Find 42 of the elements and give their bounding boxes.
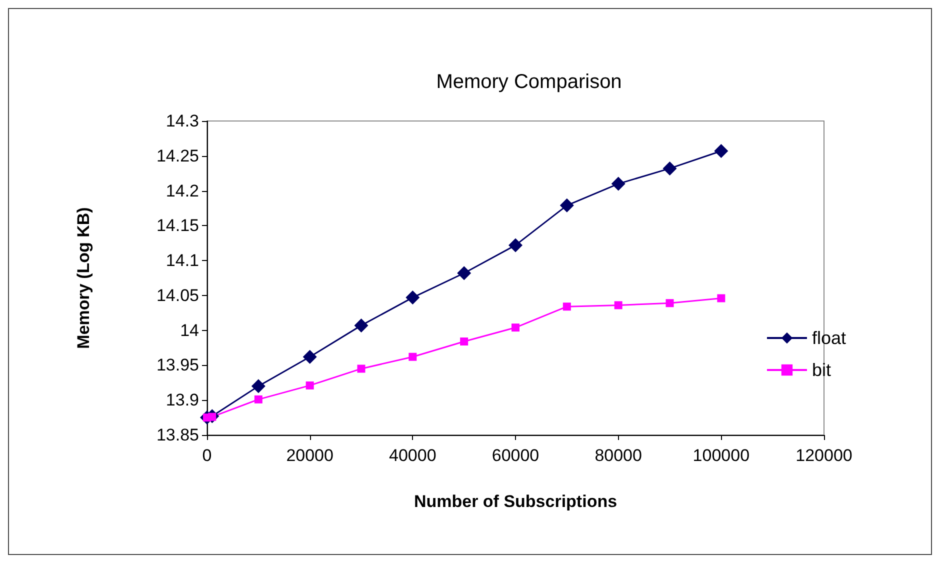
legend-label: float [812,328,846,348]
point [306,381,314,390]
y-tick-label: 14 [180,320,199,340]
point [714,144,728,158]
point [354,318,368,332]
point [460,338,468,346]
x-tick-label: 80000 [594,446,642,465]
y-tick-label: 14.25 [156,146,199,166]
y-axis-title: Memory (Log KB) [74,207,93,349]
y-tick-label: 14.3 [166,112,199,130]
point [662,161,677,176]
point [406,290,420,305]
point [357,364,366,373]
y-tick-label: 13.9 [166,390,199,410]
point [560,198,574,212]
x-tick-label: 60000 [492,446,540,465]
point [251,379,266,394]
y-tick-label: 14.15 [156,216,199,236]
point [666,299,674,308]
y-tick-label: 13.85 [156,426,199,444]
point [717,294,726,302]
y-tick-label: 14.2 [166,181,199,200]
point [457,266,472,280]
point [611,176,626,191]
point [254,395,262,404]
point [508,238,522,252]
x-tick-label: 120000 [796,446,852,465]
x-axis-title: Number of Subscriptions [414,492,618,511]
legend-label: bit [812,360,831,380]
y-tick-label: 14.1 [166,251,199,270]
point [512,324,520,332]
x-tick-label: 100000 [692,446,750,465]
point [408,352,417,361]
chart-title: Memory Comparison [436,71,622,93]
x-tick-label: 40000 [389,446,436,465]
point [562,302,571,311]
y-tick-label: 14.05 [156,286,199,305]
x-tick-label: 20000 [286,446,334,465]
x-tick-label: 0 [202,446,212,465]
point [614,301,622,310]
y-tick-label: 13.95 [156,356,199,375]
point [302,350,317,364]
